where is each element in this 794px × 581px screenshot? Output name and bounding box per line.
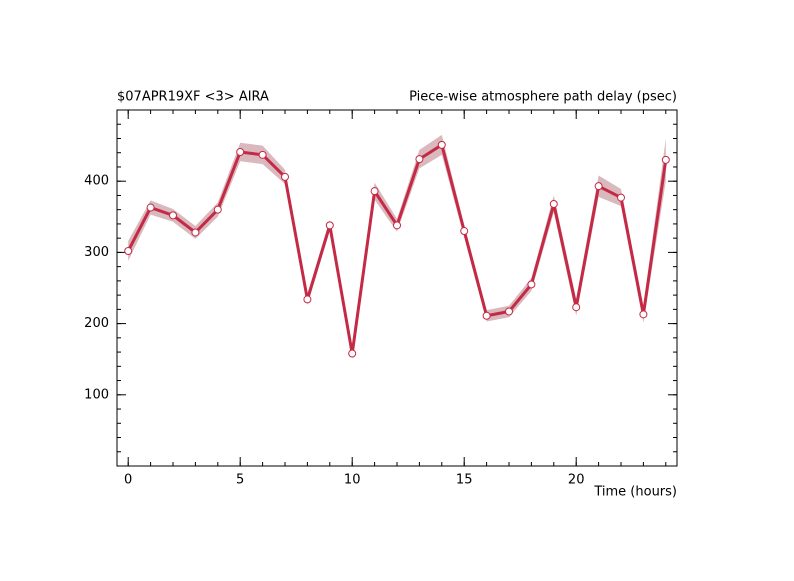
data-point: [124, 246, 133, 255]
data-point: [258, 150, 267, 159]
y-tick-label: 300: [84, 245, 109, 260]
data-point: [572, 303, 581, 312]
x-tick-label: 0: [124, 473, 132, 488]
data-point: [415, 155, 424, 164]
data-point: [594, 182, 603, 191]
x-tick-label: 10: [344, 473, 361, 488]
chart-title: $07APR19XF <3> AIRA: [117, 90, 269, 105]
data-point: [236, 148, 245, 157]
data-point: [661, 155, 670, 164]
data-point: [281, 172, 289, 181]
data-point: [460, 227, 469, 236]
y-tick-label: 200: [84, 316, 109, 331]
data-point: [617, 193, 625, 202]
series-line: [126, 143, 668, 356]
chart-subtitle: Piece-wise atmosphere path delay (psec): [409, 90, 677, 105]
data-point: [191, 228, 200, 237]
plot-frame: [116, 109, 678, 467]
data-point: [437, 140, 446, 149]
y-tick-label: 100: [84, 387, 109, 402]
data-point: [549, 199, 558, 208]
x-tick-label: 15: [456, 473, 473, 488]
data-point: [146, 203, 155, 212]
y-tick-label: 400: [84, 174, 109, 189]
data-point: [348, 349, 357, 358]
data-point: [639, 310, 648, 319]
x-axis-label: Time (hours): [593, 485, 677, 500]
data-point: [213, 205, 222, 214]
data-point: [325, 221, 334, 230]
data-point: [169, 211, 177, 220]
data-point: [505, 307, 513, 316]
x-tick-label: 20: [568, 473, 585, 488]
x-tick-label: 5: [236, 473, 244, 488]
data-point: [527, 280, 536, 289]
data-point: [370, 187, 379, 196]
data-point: [482, 311, 491, 320]
data-point: [303, 295, 312, 304]
error-band: [128, 134, 666, 360]
data-point: [393, 221, 401, 230]
